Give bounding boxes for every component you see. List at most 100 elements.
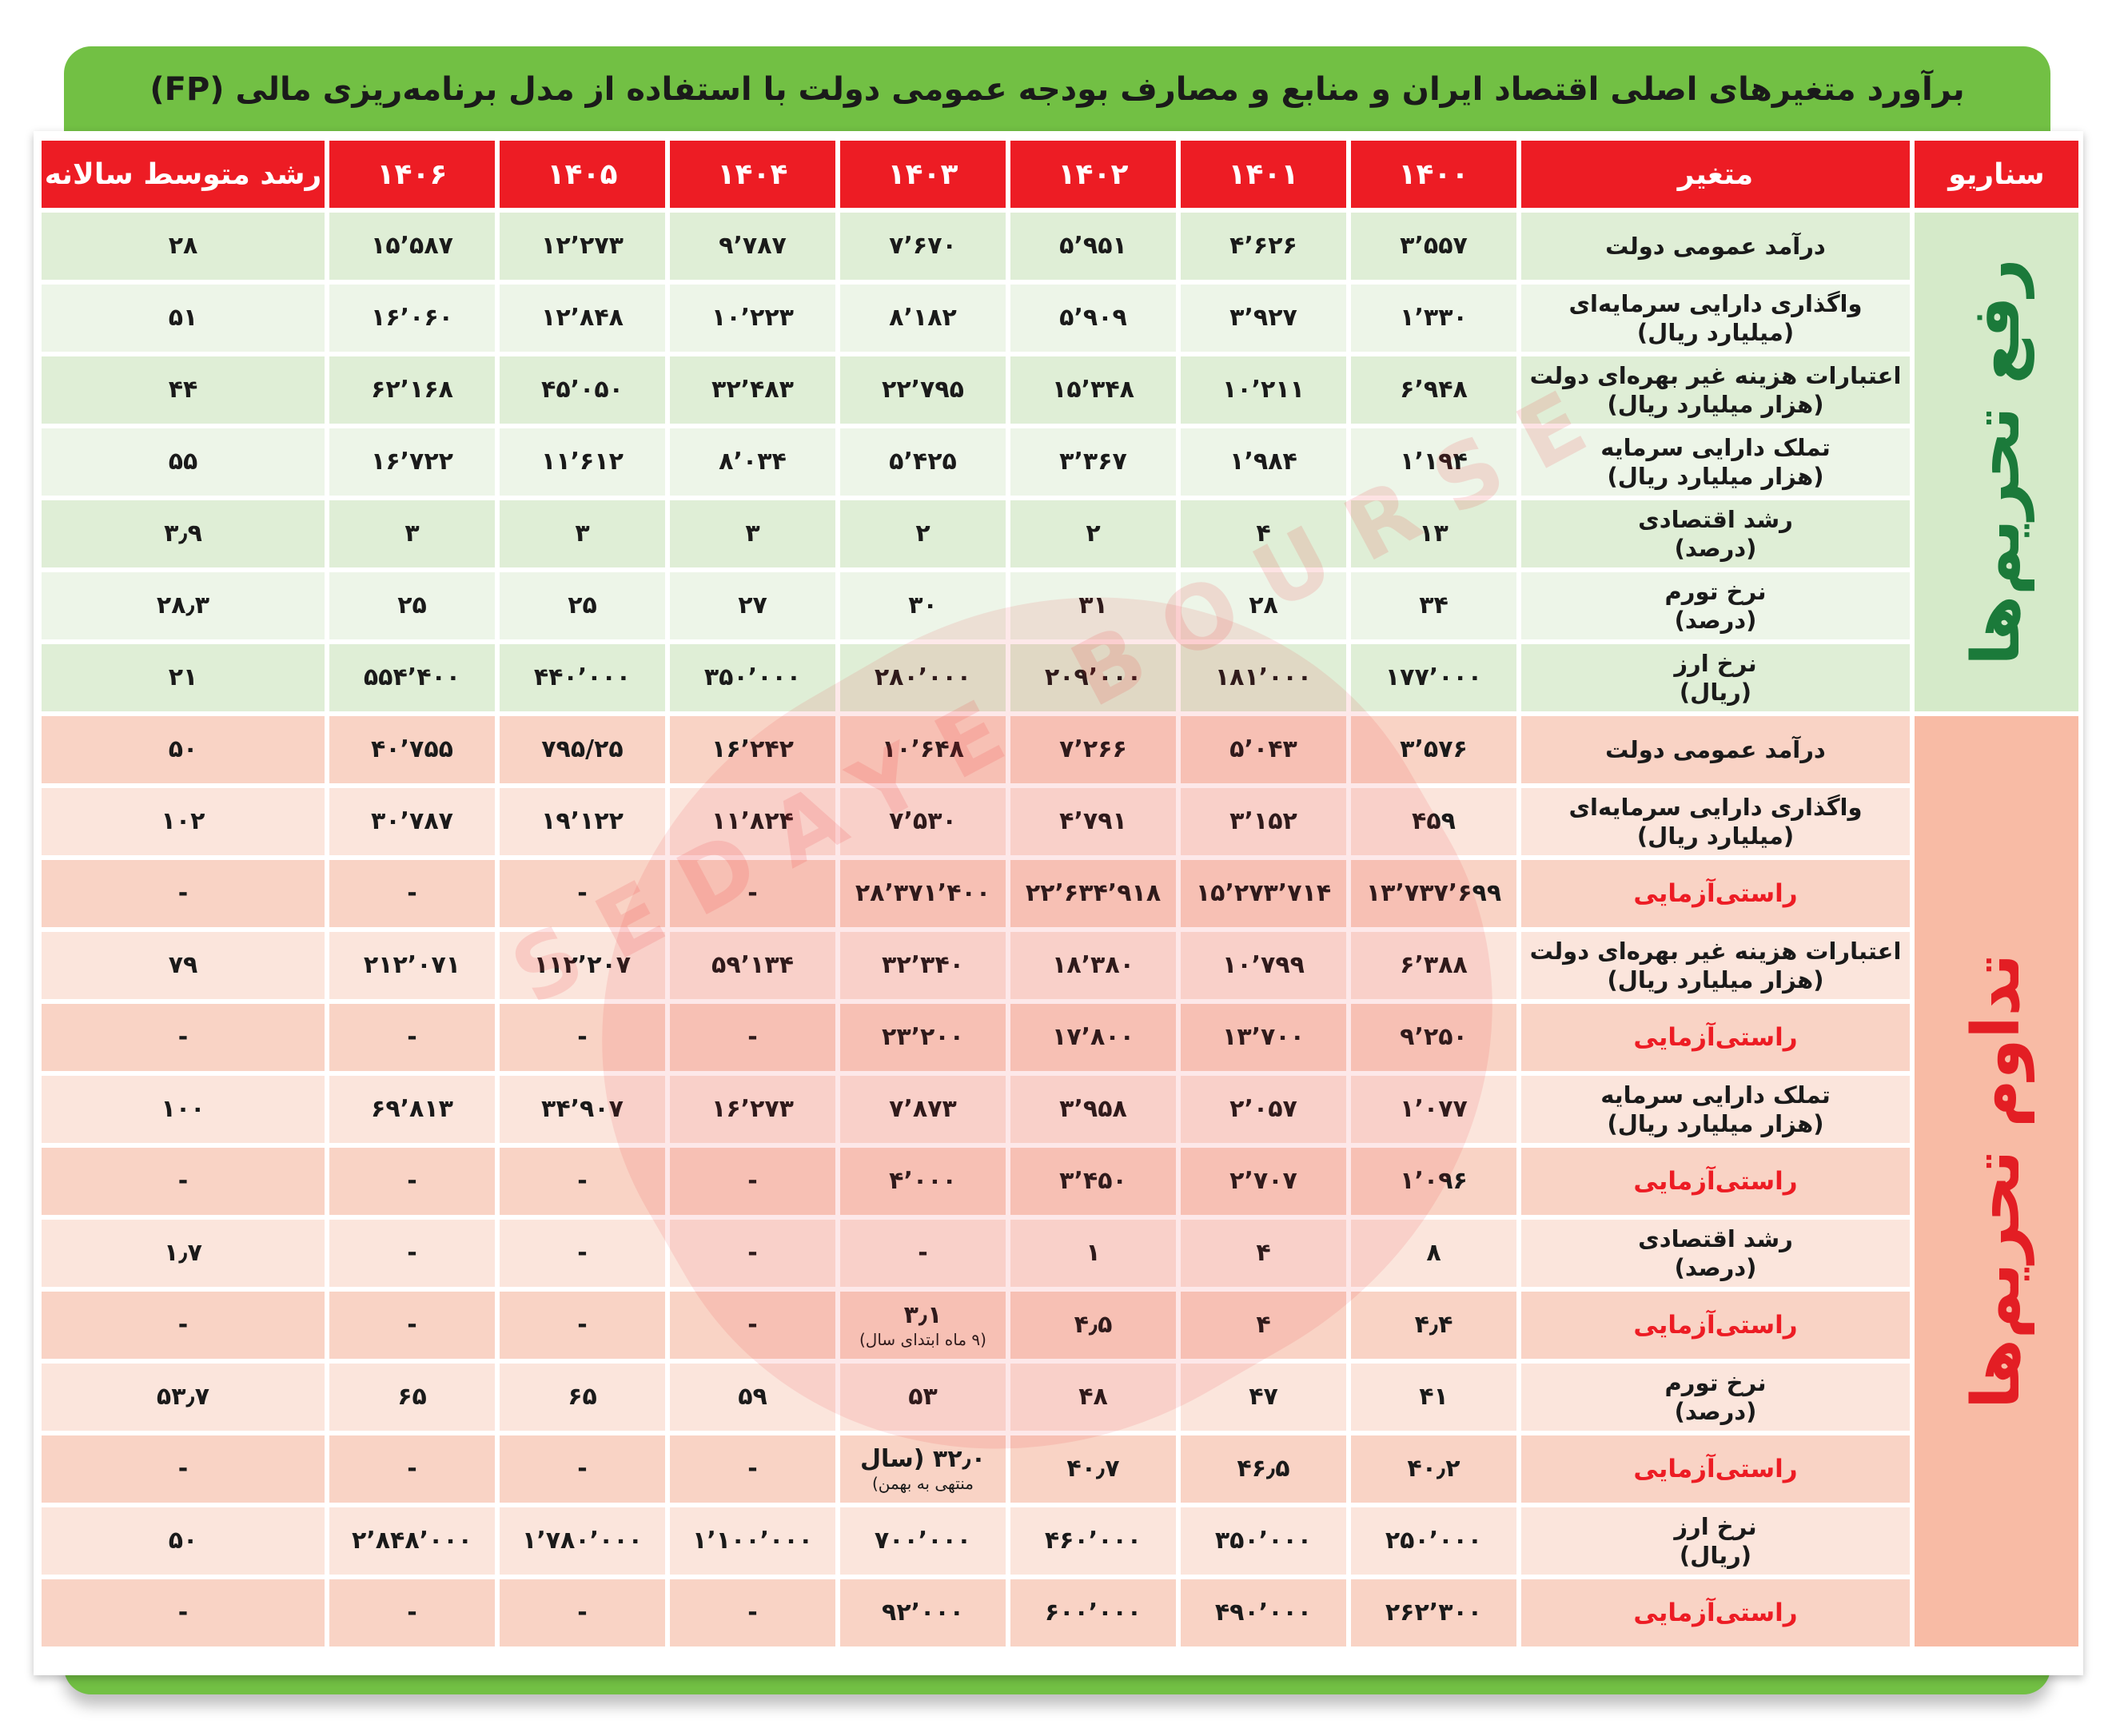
value-avg-growth: ۵۳٫۷ (42, 1364, 325, 1431)
value-avg-growth: ۵۵ (42, 428, 325, 496)
value-1402: ۵٬۹۵۱ (1010, 213, 1176, 280)
value-1402: ۵٬۹۰۹ (1010, 285, 1176, 352)
value-1406: - (329, 1220, 495, 1287)
value-1402: ۱۸٬۳۸۰ (1010, 932, 1176, 999)
value-1405: - (500, 1579, 665, 1646)
value-1400: ۶٬۳۸۸ (1351, 932, 1516, 999)
table-row: نرخ ارز (ریال) ۲۵۰٬۰۰۰ ۳۵۰٬۰۰۰ ۴۶۰٬۰۰۰ ۷۰۰٬۰۰… (42, 1507, 2078, 1575)
value-1406: ۶۲٬۱۶۸ (329, 356, 495, 424)
value-1402: ۳٬۳۶۷ (1010, 428, 1176, 496)
variable-cell: نرخ ارز (ریال) (1521, 1507, 1910, 1575)
value-1404: - (670, 1004, 835, 1071)
value-1405: - (500, 860, 665, 927)
variable-cell: واگذاری دارایی سرمایه‌ای (میلیارد ریال) (1521, 285, 1910, 352)
table-row: نرخ ارز (ریال) ۱۷۷٬۰۰۰ ۱۸۱٬۰۰۰ ۲۰۹٬۰۰۰ ۲۸۰٬۰۰… (42, 644, 2078, 711)
table-row: اعتبارات هزینه غیر بهره‌ای دولت (هزار میل… (42, 932, 2078, 999)
header-variable: متغیر (1521, 141, 1910, 208)
variable-cell: تملک دارایی سرمایه (هزار میلیارد ریال) (1521, 1076, 1910, 1143)
value-1405: - (500, 1004, 665, 1071)
variable-unit: (درصد) (1674, 1254, 1757, 1281)
value-1400: ۱٬۱۹۴ (1351, 428, 1516, 496)
value-1405: ۱٬۷۸۰٬۰۰۰ (500, 1507, 665, 1575)
value-1400: ۶٬۹۴۸ (1351, 356, 1516, 424)
value-1401: ۱۰٬۷۹۹ (1181, 932, 1346, 999)
header-1404: ۱۴۰۴ (670, 141, 835, 208)
value-1403: ۵۳ (840, 1364, 1006, 1431)
value-avg-growth: ۲۱ (42, 644, 325, 711)
variable-cell: اعتبارات هزینه غیر بهره‌ای دولت (هزار میل… (1521, 932, 1910, 999)
value-avg-growth: - (42, 1292, 325, 1359)
value-1401: ۴ (1181, 1220, 1346, 1287)
value-1405: - (500, 1148, 665, 1215)
value-1401: ۳٬۱۵۲ (1181, 788, 1346, 855)
table-row: واگذاری دارایی سرمایه‌ای (میلیارد ریال) ۱٬… (42, 285, 2078, 352)
value-1401: ۴ (1181, 1292, 1346, 1359)
value-1402: ۴۰٫۷ (1010, 1435, 1176, 1503)
header-1406: ۱۴۰۶ (329, 141, 495, 208)
value-1405: ۳۴٬۹۰۷ (500, 1076, 665, 1143)
value-avg-growth: - (42, 860, 325, 927)
value-1403: ۲۸۰٬۰۰۰ (840, 644, 1006, 711)
value-1406: - (329, 1004, 495, 1071)
value-1405: ۱۱۲٬۲۰۷ (500, 932, 665, 999)
value-text: ۳۲٫۰ (سال (859, 1444, 986, 1473)
table-sheet: سناریو متغیر ۱۴۰۰ ۱۴۰۱ ۱۴۰۲ ۱۴۰۳ ۱۴۰۴ ۱۴… (34, 131, 2083, 1675)
value-1403: ۸٬۱۸۲ (840, 285, 1006, 352)
value-1402: ۳٬۴۵۰ (1010, 1148, 1176, 1215)
value-1404: ۱۱٬۸۲۴ (670, 788, 835, 855)
value-1404: ۳۲٬۴۸۳ (670, 356, 835, 424)
value-1405: ۱۱٬۶۱۲ (500, 428, 665, 496)
variable-unit: (هزار میلیارد ریال) (1607, 966, 1824, 993)
value-1404: ۲۷ (670, 572, 835, 639)
value-1401: ۱٬۹۸۴ (1181, 428, 1346, 496)
value-1404: ۱٬۱۰۰٬۰۰۰ (670, 1507, 835, 1575)
value-1404: ۹٬۷۸۷ (670, 213, 835, 280)
value-avg-growth: ۱٫۷ (42, 1220, 325, 1287)
value-1405: ۱۹٬۱۲۲ (500, 788, 665, 855)
variable-cell: راستی‌آزمایی (1521, 1148, 1910, 1215)
value-1406: ۶۹٬۸۱۳ (329, 1076, 495, 1143)
value-1400: ۱۳ (1351, 500, 1516, 567)
variable-unit: (هزار میلیارد ریال) (1607, 463, 1824, 490)
value-1402: ۳٬۹۵۸ (1010, 1076, 1176, 1143)
value-1400: ۱٬۰۹۶ (1351, 1148, 1516, 1215)
variable-name: اعتبارات هزینه غیر بهره‌ای دولت (1529, 937, 1902, 965)
table-row: اعتبارات هزینه غیر بهره‌ای دولت (هزار میل… (42, 356, 2078, 424)
value-avg-growth: ۴۴ (42, 356, 325, 424)
value-avg-growth: ۱۰۲ (42, 788, 325, 855)
table-row: تملک دارایی سرمایه (هزار میلیارد ریال) ۱٬۰… (42, 1076, 2078, 1143)
value-1402: ۱۵٬۳۴۸ (1010, 356, 1176, 424)
verification-row: راستی‌آزمایی ۹٬۲۵۰ ۱۳٬۷۰۰ ۱۷٬۸۰۰ ۲۳٬۲۰۰- - - - (42, 1004, 2078, 1071)
page-title: برآورد متغیرهای اصلی اقتصاد ایران و مناب… (149, 71, 1965, 108)
variable-cell: درآمد عمومی دولت (1521, 213, 1910, 280)
variable-name: راستی‌آزمایی (1633, 1454, 1798, 1483)
value-text: ۳٫۱ (903, 1300, 942, 1329)
value-1401: ۱۰٬۲۱۱ (1181, 356, 1346, 424)
scenario-cell: تداوم تحریم‌ها (1915, 716, 2078, 1646)
value-1403: ۲۳٬۲۰۰ (840, 1004, 1006, 1071)
header-1405: ۱۴۰۵ (500, 141, 665, 208)
value-1403: ۳٫۱ (۹ ماه ابتدای سال) (840, 1292, 1006, 1359)
value-1406: - (329, 1148, 495, 1215)
value-1400: ۴۰٫۲ (1351, 1435, 1516, 1503)
variable-name: نرخ تورم (1664, 1368, 1767, 1396)
variable-cell: راستی‌آزمایی (1521, 860, 1910, 927)
variable-name: تملک دارایی سرمایه (1600, 433, 1831, 461)
variable-name: راستی‌آزمایی (1633, 1598, 1798, 1627)
variable-unit: (درصد) (1674, 535, 1757, 562)
value-1406: ۲٬۸۴۸٬۰۰۰ (329, 1507, 495, 1575)
table-row: واگذاری دارایی سرمایه‌ای (میلیارد ریال) ۴۵… (42, 788, 2078, 855)
table-body: رفع تحریم‌ها درآمد عمومی دولت ۳٬۵۵۷ ۴٬۶۲۶ ۵٬… (42, 213, 2078, 1646)
value-1405: ۷۹۵/۲۵ (500, 716, 665, 783)
value-1404: ۱۶٬۲۷۳ (670, 1076, 835, 1143)
value-avg-growth: - (42, 1148, 325, 1215)
value-1400: ۴٫۴ (1351, 1292, 1516, 1359)
value-1404: ۱۶٬۲۴۲ (670, 716, 835, 783)
value-1404: - (670, 1579, 835, 1646)
value-1403: ۳۰ (840, 572, 1006, 639)
header-1401: ۱۴۰۱ (1181, 141, 1346, 208)
variable-unit: (ریال) (1679, 1542, 1752, 1569)
value-1402: ۴۶۰٬۰۰۰ (1010, 1507, 1176, 1575)
variable-name: درآمد عمومی دولت (1605, 735, 1826, 763)
value-1403: ۲۲٬۷۹۵ (840, 356, 1006, 424)
